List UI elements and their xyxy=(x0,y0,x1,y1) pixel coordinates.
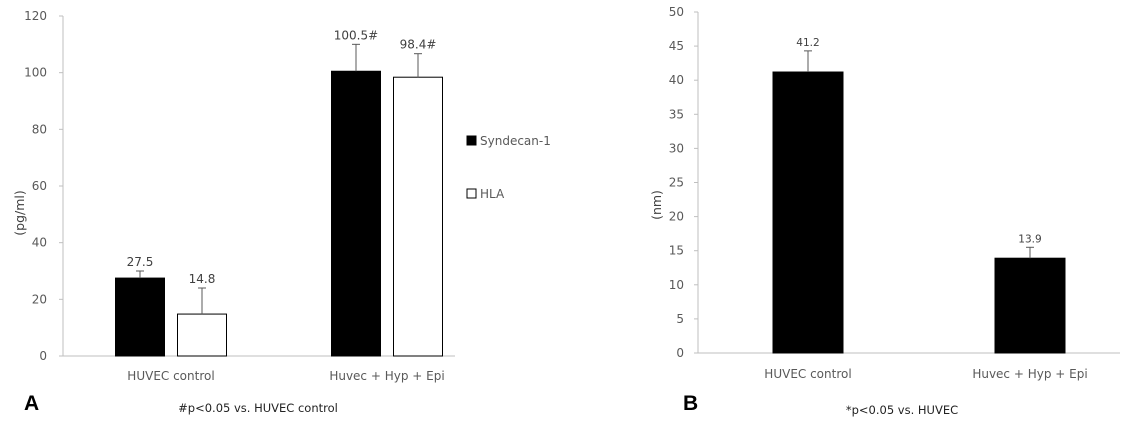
y-tick-label-b: 25 xyxy=(669,176,684,190)
data-label-a-s1-c1: 98.4# xyxy=(400,38,437,52)
y-tick-label-a: 0 xyxy=(39,349,47,363)
y-tick-label-a: 40 xyxy=(32,236,47,250)
y-tick-label-b: 40 xyxy=(669,73,684,87)
panel-b-y-axis-label: (nm) xyxy=(649,190,664,220)
x-category-label-b: HUVEC control xyxy=(764,367,851,381)
panel-a-letter: A xyxy=(24,392,39,415)
panel-b: 0 5 10 15 20 25 30 35 40 45 50 HUVEC control Huvec +… xyxy=(649,5,1120,417)
x-category-label-b: Huvec + Hyp + Epi xyxy=(972,367,1087,381)
panel-a-bars xyxy=(115,43,443,357)
y-tick-label-a: 20 xyxy=(32,292,47,306)
legend-swatch-hla xyxy=(466,188,477,199)
y-tick-label-b: 10 xyxy=(669,278,684,292)
x-category-label-a: Huvec + Hyp + Epi xyxy=(329,369,444,383)
legend-swatch-syndecan-1 xyxy=(466,135,477,146)
data-label-a-s0-c0: 27.5 xyxy=(127,255,154,269)
bar-a-s1-c0 xyxy=(177,313,227,357)
y-tick-label-b: 30 xyxy=(669,141,684,155)
panel-a-labels: 27.5 100.5# 14.8 98.4# xyxy=(127,28,437,286)
bar-a-s0-c0 xyxy=(115,277,165,357)
panel-a-y-axis-label: (pg/ml) xyxy=(12,190,27,235)
panel-a-legend: Syndecan-1 HLA xyxy=(466,134,551,201)
panel-b-footnote: *p<0.05 vs. HUVEC xyxy=(846,403,958,417)
y-tick-label-b: 20 xyxy=(669,210,684,224)
panel-a-axes: 0 20 40 60 80 100 120 HUVEC control Huvec + Hyp … xyxy=(24,9,455,383)
y-tick-label-b: 15 xyxy=(669,244,684,258)
bar-b-s0-c0 xyxy=(772,71,844,354)
y-tick-label-a: 80 xyxy=(32,122,47,136)
bar-b-s0-c1 xyxy=(994,257,1066,354)
legend-label-hla: HLA xyxy=(480,187,505,201)
y-tick-label-b: 50 xyxy=(669,5,684,19)
y-tick-label-b: 35 xyxy=(669,107,684,121)
panel-a-footnote: #p<0.05 vs. HUVEC control xyxy=(178,401,338,415)
data-label-a-s1-c0: 14.8 xyxy=(189,272,216,286)
data-label-a-s0-c1: 100.5# xyxy=(334,28,378,42)
data-label-b-s0-c0: 41.2 xyxy=(796,37,819,49)
data-label-b-s0-c1: 13.9 xyxy=(1018,233,1041,245)
panel-b-bars xyxy=(772,50,1066,354)
legend-label-syndecan-1: Syndecan-1 xyxy=(480,134,551,148)
y-tick-label-b: 5 xyxy=(676,312,684,326)
y-tick-label-b: 0 xyxy=(676,346,684,360)
bar-a-s0-c1 xyxy=(331,70,381,357)
y-tick-label-a: 60 xyxy=(32,179,47,193)
panel-b-letter: B xyxy=(683,392,698,415)
y-tick-label-a: 120 xyxy=(24,9,47,23)
bar-a-s1-c1 xyxy=(393,76,443,357)
panel-b-labels: 41.2 13.9 xyxy=(796,37,1041,245)
panel-a: 0 20 40 60 80 100 120 HUVEC control Huvec + Hyp … xyxy=(12,9,551,415)
y-tick-label-a: 100 xyxy=(24,66,47,80)
x-category-label-a: HUVEC control xyxy=(127,369,214,383)
panel-b-axes: 0 5 10 15 20 25 30 35 40 45 50 HUVEC control Huvec +… xyxy=(669,5,1120,381)
y-tick-label-b: 45 xyxy=(669,39,684,53)
